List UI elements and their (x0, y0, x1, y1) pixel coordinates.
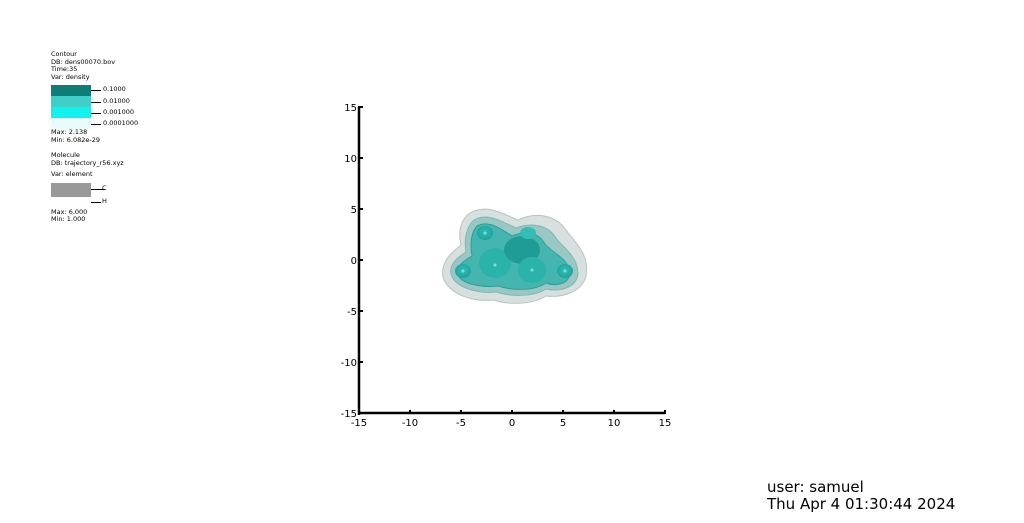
molecule-var-label: Var: element (51, 170, 93, 178)
atom-core (520, 227, 536, 239)
atom-core (504, 236, 540, 264)
atom-center (483, 231, 487, 235)
contour-swatch-3 (51, 118, 91, 129)
molecule-min-label: Min: 1.000 (51, 215, 86, 223)
contour-swatch-tick (91, 90, 101, 91)
contour-level-label: 0.001000 (103, 108, 135, 116)
y-tick-label: 5 (351, 205, 357, 216)
user-label: user: samuel (767, 478, 864, 496)
x-tick-label: 10 (608, 418, 621, 429)
y-tick-label: -15 (341, 409, 357, 420)
contour-swatch-0 (51, 85, 91, 96)
x-tick-label: -10 (402, 418, 418, 429)
contour-min-label: Min: 6.082e-29 (51, 135, 101, 144)
x-tick-label: -5 (456, 418, 466, 429)
contour-level-label: 0.1000 (103, 85, 126, 93)
contour-swatch-2 (51, 107, 91, 118)
contour-level-label: 0.0001000 (103, 119, 139, 127)
contour-level-label: 0.01000 (103, 97, 130, 105)
x-tick-label: 0 (509, 418, 515, 429)
y-tick-label: -10 (341, 358, 357, 369)
y-tick-label: 0 (351, 256, 357, 267)
footer-info: user: samuel Thu Apr 4 01:30:44 2024 (767, 479, 955, 513)
element-label-h: H (102, 196, 107, 205)
contour-color-legend: 0.1000 0.01000 0.001000 0.0001000 (51, 85, 171, 129)
molecule-db-label: DB: trajectory_r56.xyz (51, 158, 124, 167)
molecule-plot-title: Molecule (51, 151, 80, 159)
atom-center (530, 268, 534, 272)
plot-axes: -15 -10 -5 0 5 10 15 15 10 5 0 -5 -10 -15 (341, 103, 672, 429)
y-tick-label: 10 (344, 154, 357, 165)
element-swatch-tick (91, 201, 101, 203)
element-label-c: C (102, 183, 107, 192)
atom-center (493, 263, 497, 267)
contour-swatch-tick (91, 113, 101, 114)
plot-legend: Contour DB: dens00070.bov Time:35 Var: d… (51, 50, 171, 224)
atom-center (563, 269, 567, 273)
density-contour-surface (442, 208, 588, 304)
y-tick-label: -5 (347, 307, 357, 318)
atom-center (461, 269, 465, 273)
contour-var-label: Var: density (51, 72, 90, 81)
contour-swatch-1 (51, 96, 91, 107)
contour-swatch-tick (91, 124, 101, 125)
timestamp-label: Thu Apr 4 01:30:44 2024 (767, 495, 956, 513)
x-tick-label: 15 (659, 418, 672, 429)
x-axis-ticks: -15 -10 -5 0 5 10 15 (351, 410, 672, 429)
element-swatch-tick (91, 188, 105, 190)
x-tick-label: 5 (560, 418, 566, 429)
molecule-color-legend: C H (51, 182, 171, 209)
x-tick-label: -15 (351, 418, 367, 429)
y-tick-label: 15 (344, 103, 357, 114)
contour-db-label: DB: dens00070.bov (51, 57, 116, 66)
contour-plot-title: Contour (51, 50, 77, 58)
contour-time-label: Time:35 (51, 65, 78, 73)
y-axis-ticks: 15 10 5 0 -5 -10 -15 (341, 103, 363, 420)
contour-swatch-tick (91, 102, 101, 103)
molecule-max-label: Max: 6.000 (51, 207, 88, 216)
atom-core (479, 248, 511, 278)
element-swatch-c (51, 182, 91, 197)
contour-max-label: Max: 2.138 (51, 128, 88, 136)
